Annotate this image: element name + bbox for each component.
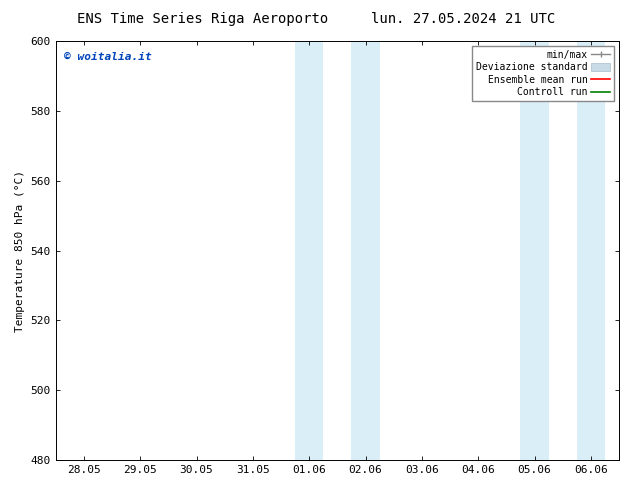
- Legend: min/max, Deviazione standard, Ensemble mean run, Controll run: min/max, Deviazione standard, Ensemble m…: [472, 46, 614, 101]
- Text: ENS Time Series Riga Aeroporto: ENS Time Series Riga Aeroporto: [77, 12, 328, 26]
- Bar: [351, 41, 380, 460]
- Bar: [577, 41, 605, 460]
- Bar: [521, 41, 548, 460]
- Y-axis label: Temperature 850 hPa (°C): Temperature 850 hPa (°C): [15, 170, 25, 332]
- Bar: [295, 41, 323, 460]
- Text: lun. 27.05.2024 21 UTC: lun. 27.05.2024 21 UTC: [371, 12, 555, 26]
- Text: © woitalia.it: © woitalia.it: [64, 51, 152, 62]
